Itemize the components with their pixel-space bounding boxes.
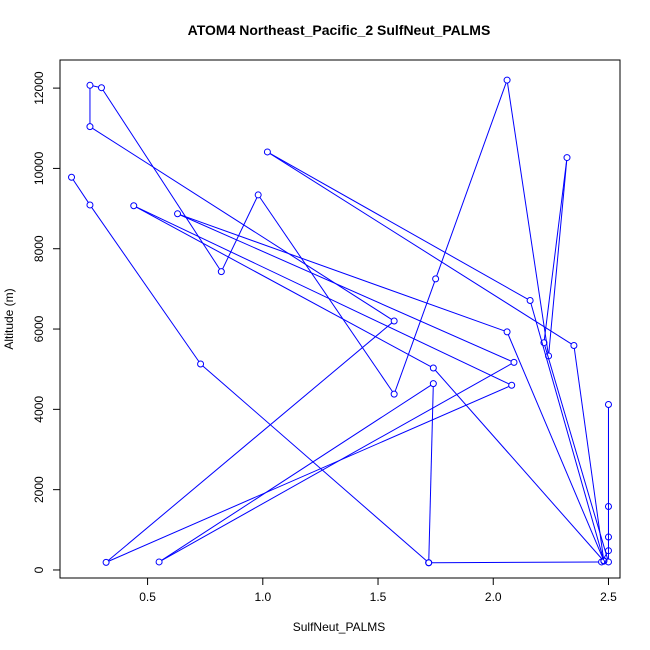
data-point: [510, 358, 518, 366]
data-point: [425, 559, 433, 567]
data-point: [102, 558, 110, 566]
series-segment: [544, 345, 609, 560]
data-point: [429, 364, 437, 372]
series-segment: [548, 160, 568, 354]
series-segment: [136, 206, 510, 385]
series-segment: [136, 206, 431, 368]
x-axis: 0.5 1.0 1.5 2.0 2.5: [139, 577, 617, 604]
y-axis: 0 2000 4000 6000 8000 10000 12000: [32, 71, 61, 573]
series-segment: [543, 160, 568, 340]
y-tick-label: 10000: [32, 151, 46, 185]
series-segment: [161, 363, 512, 561]
data-point: [86, 201, 94, 209]
x-tick-label: 1.5: [370, 590, 387, 604]
series-segment: [161, 384, 432, 561]
series-segment: [222, 197, 258, 270]
series-segment: [180, 214, 512, 362]
plot-area-frame: [59, 59, 621, 579]
data-point: [545, 352, 553, 360]
series-segment: [507, 82, 549, 354]
data-point: [503, 76, 511, 84]
data-point: [217, 268, 225, 276]
data-point: [570, 342, 578, 350]
series-segment: [394, 281, 436, 392]
series-segment: [434, 369, 603, 560]
series-segment: [180, 214, 505, 332]
x-tick-label: 2.0: [485, 590, 502, 604]
series-segment: [507, 334, 604, 559]
data-point: [604, 503, 612, 511]
data-point: [508, 381, 516, 389]
series-segment: [269, 152, 528, 300]
data-point: [155, 558, 163, 566]
series-segment: [431, 561, 599, 564]
y-tick-label: 6000: [32, 315, 46, 342]
x-tick-label: 0.5: [139, 590, 156, 604]
data-point: [68, 173, 76, 181]
data-point: [563, 154, 571, 162]
series-segment: [428, 386, 434, 560]
series-segment: [436, 82, 507, 277]
data-point: [604, 533, 612, 541]
series-points: [68, 76, 612, 567]
series-segment: [259, 197, 393, 392]
x-tick-label: 1.0: [254, 590, 271, 604]
data-point: [97, 84, 105, 92]
data-point: [174, 210, 182, 218]
chart-title: ATOM4 Northeast_Pacific_2 SulfNeut_PALMS: [188, 22, 491, 38]
data-point: [86, 81, 94, 89]
data-point: [540, 339, 548, 347]
data-point: [429, 380, 437, 388]
y-tick-label: 2000: [32, 476, 46, 503]
data-point: [604, 401, 612, 409]
y-tick-label: 0: [32, 566, 46, 573]
x-axis-label: SulfNeut_PALMS: [293, 620, 386, 634]
data-point: [604, 547, 612, 555]
series-segment: [202, 365, 427, 562]
data-point: [390, 390, 398, 398]
x-tick-label: 2.5: [600, 590, 617, 604]
y-tick-label: 4000: [32, 396, 46, 423]
series-segment: [108, 385, 510, 562]
data-point: [86, 123, 94, 131]
y-axis-label: Altitude (m): [2, 288, 16, 349]
data-point: [600, 557, 608, 565]
data-point: [197, 360, 205, 368]
series-segment: [108, 322, 393, 561]
data-point: [503, 328, 511, 336]
series-segment: [269, 153, 572, 345]
series-segment: [92, 85, 99, 88]
y-tick-label: 8000: [32, 235, 46, 262]
series-segment: [573, 348, 604, 559]
series-segment: [102, 89, 221, 270]
data-point: [604, 558, 612, 566]
series-lines: [72, 82, 609, 564]
data-point: [254, 191, 262, 199]
series-segment: [92, 127, 392, 320]
data-point: [130, 202, 138, 210]
data-point: [432, 275, 440, 283]
data-point: [526, 297, 534, 305]
data-point: [263, 148, 271, 156]
series-segment: [91, 207, 200, 362]
y-tick-label: 12000: [32, 71, 46, 105]
series-segment: [72, 179, 89, 203]
data-point: [390, 317, 398, 325]
